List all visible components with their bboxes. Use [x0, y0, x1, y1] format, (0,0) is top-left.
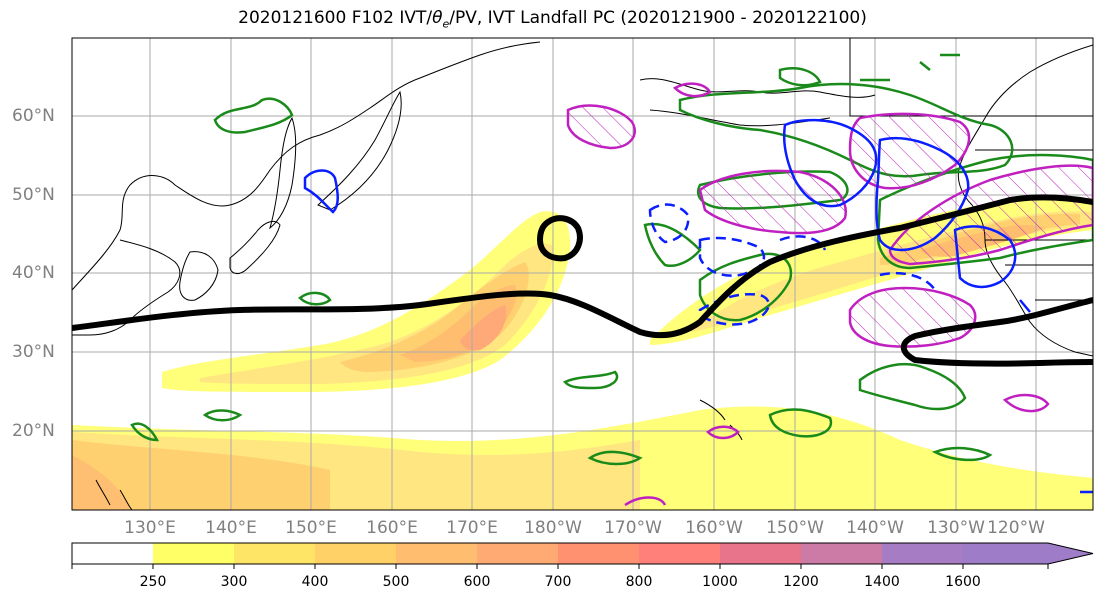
lon-label-140e: 140°E [205, 518, 257, 538]
title-prefix: 2020121600 F102 IVT/ [238, 8, 433, 28]
colorbar-tick-1000: 1000 [702, 574, 738, 590]
lon-label-160w: 160°W [685, 518, 743, 538]
lon-label-150w: 150°W [766, 518, 824, 538]
colorbar-tick-250: 250 [139, 574, 167, 590]
colorbar-tick-1600: 1600 [945, 574, 981, 590]
lon-label-170e: 170°E [446, 518, 498, 538]
map-title: 2020121600 F102 IVT/θe/PV, IVT Landfall … [0, 8, 1105, 30]
lon-label-150e: 150°E [285, 518, 337, 538]
colorbar-tick-1400: 1400 [864, 574, 900, 590]
map-frame [71, 37, 1094, 511]
lat-label-50n: 50°N [12, 185, 55, 205]
lat-label-30n: 30°N [12, 342, 55, 362]
title-suffix: /PV, IVT Landfall PC (2020121900 - 20201… [449, 8, 867, 28]
lon-label-160e: 160°E [366, 518, 418, 538]
colorbar-tick-1200: 1200 [783, 574, 819, 590]
lat-label-20n: 20°N [12, 421, 55, 441]
lat-label-60n: 60°N [12, 106, 55, 126]
colorbar-tick-400: 400 [301, 574, 329, 590]
lon-label-180w: 180°W [524, 518, 582, 538]
colorbar-tick-600: 600 [463, 574, 491, 590]
ivt-pc-contours [303, 118, 1093, 494]
title-theta-subscript: e [442, 17, 450, 31]
lon-label-130w: 130°W [927, 518, 985, 538]
colorbar-tick-800: 800 [625, 574, 653, 590]
map-panel [72, 38, 1093, 510]
colorbar-tick-700: 700 [544, 574, 572, 590]
colorbar [71, 542, 1094, 569]
lat-label-40n: 40°N [12, 263, 55, 283]
colorbar-tick-500: 500 [382, 574, 410, 590]
lon-label-130e: 130°E [124, 518, 176, 538]
title-theta: θ [432, 8, 443, 28]
colorbar-tick-300: 300 [220, 574, 248, 590]
lon-label-170w: 170°W [604, 518, 662, 538]
jet-lines [72, 194, 1093, 367]
graticule [72, 38, 1093, 510]
lon-label-120w: 120°W [987, 518, 1045, 538]
lon-label-140w: 140°W [846, 518, 904, 538]
